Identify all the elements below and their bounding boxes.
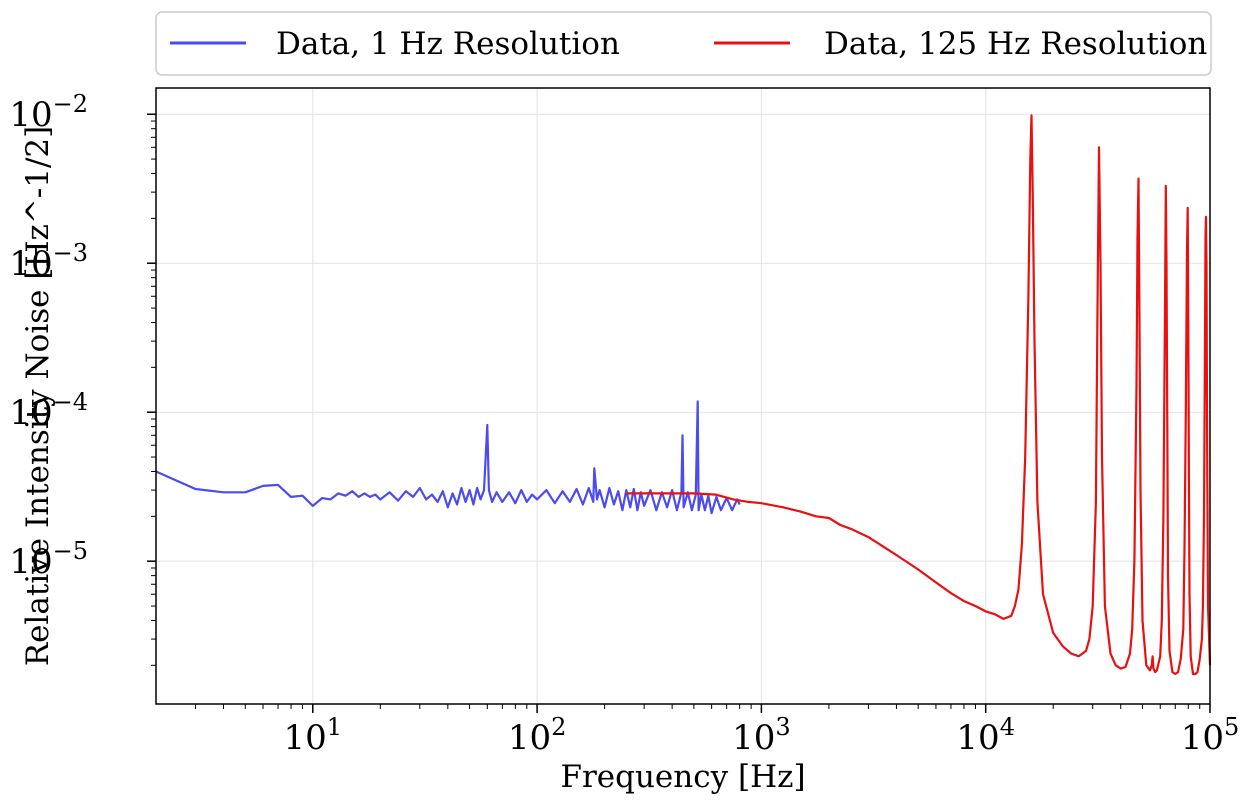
series-layer <box>155 114 1212 676</box>
plot-frame <box>155 87 1211 705</box>
x-axis-title: Frequency [Hz] <box>560 759 805 795</box>
y-tick-label: 10−3 <box>9 239 88 284</box>
series-line-2 <box>626 114 1212 676</box>
legend: Data, 1 Hz Resolution Data, 125 Hz Resol… <box>155 11 1212 76</box>
legend-label-series-2: Data, 125 Hz Resolution <box>824 26 1207 62</box>
legend-label-series-1: Data, 1 Hz Resolution <box>276 26 620 62</box>
y-axis-title: Relative Intensity Noise [Hz^-1/2] <box>20 126 56 667</box>
legend-frame <box>155 11 1212 76</box>
series-line-1 <box>155 400 741 515</box>
